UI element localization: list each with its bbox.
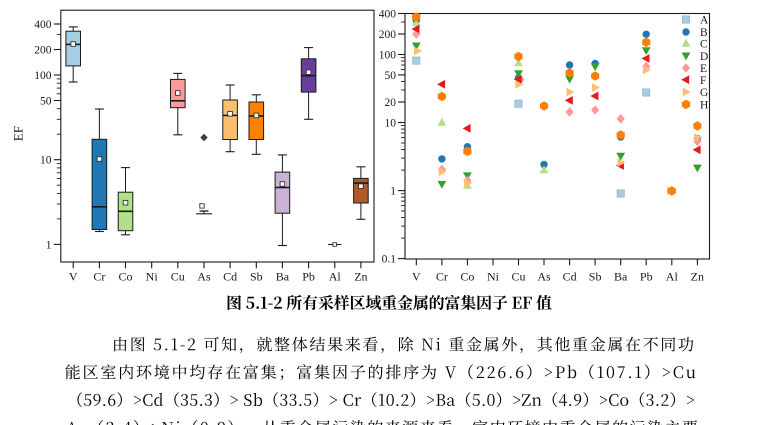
svg-text:10: 10 — [385, 118, 397, 130]
svg-text:Cr: Cr — [93, 270, 105, 284]
svg-text:Al: Al — [329, 270, 342, 284]
svg-text:H: H — [700, 100, 708, 112]
svg-text:Al: Al — [666, 270, 679, 284]
svg-text:As: As — [537, 270, 551, 284]
svg-text:200: 200 — [34, 45, 52, 57]
svg-text:E: E — [700, 63, 707, 75]
svg-text:400: 400 — [379, 8, 397, 20]
svg-text:Cr: Cr — [436, 270, 448, 284]
svg-text:F: F — [700, 75, 706, 87]
svg-text:Pb: Pb — [640, 270, 653, 284]
svg-text:G: G — [700, 87, 708, 99]
svg-text:Co: Co — [460, 270, 474, 284]
svg-text:400: 400 — [34, 19, 52, 31]
svg-text:Cd: Cd — [223, 270, 237, 284]
svg-text:1: 1 — [390, 186, 396, 198]
svg-text:B: B — [700, 27, 708, 39]
svg-text:Co: Co — [119, 270, 133, 284]
svg-text:Ba: Ba — [276, 270, 290, 284]
svg-text:10: 10 — [40, 155, 52, 167]
svg-text:200: 200 — [379, 29, 397, 41]
svg-text:Sb: Sb — [589, 270, 602, 284]
svg-text:Sb: Sb — [250, 270, 263, 284]
svg-text:50: 50 — [385, 70, 397, 82]
svg-text:Pb: Pb — [302, 270, 315, 284]
svg-text:Zn: Zn — [354, 270, 367, 284]
svg-text:Cd: Cd — [563, 270, 577, 284]
svg-text:V: V — [412, 270, 421, 284]
svg-text:C: C — [700, 39, 708, 51]
svg-text:A: A — [700, 15, 709, 27]
svg-text:As: As — [197, 270, 211, 284]
svg-text:100: 100 — [379, 49, 397, 61]
svg-text:50: 50 — [40, 95, 52, 107]
svg-text:Ni: Ni — [146, 270, 159, 284]
svg-text:D: D — [700, 51, 708, 63]
svg-text:Ba: Ba — [614, 270, 628, 284]
svg-text:100: 100 — [34, 70, 52, 82]
svg-text:EF: EF — [11, 126, 26, 141]
svg-text:0.1: 0.1 — [382, 254, 397, 266]
svg-text:Zn: Zn — [691, 270, 704, 284]
svg-text:20: 20 — [385, 97, 397, 109]
svg-text:Ni: Ni — [487, 270, 500, 284]
svg-text:V: V — [69, 270, 78, 284]
svg-text:Cu: Cu — [171, 270, 185, 284]
svg-text:Cu: Cu — [511, 270, 525, 284]
svg-text:1: 1 — [46, 239, 52, 251]
